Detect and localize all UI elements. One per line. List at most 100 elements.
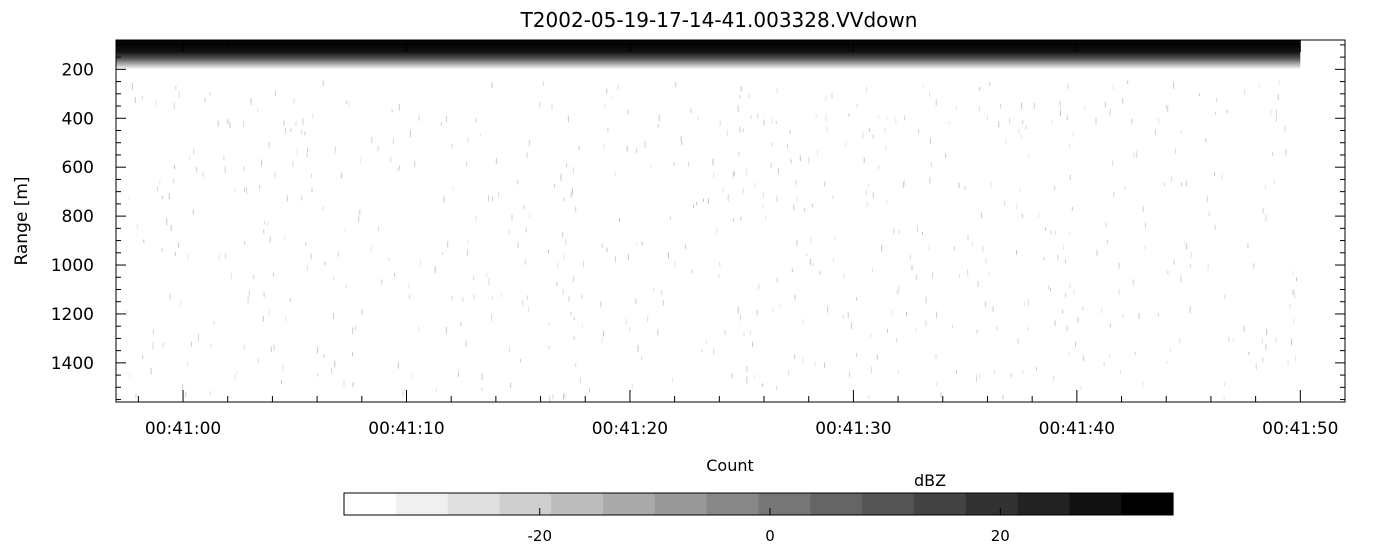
speckle <box>1221 174 1223 180</box>
speckle <box>1272 152 1273 156</box>
speckle <box>581 324 583 328</box>
x-axis-label: Count <box>706 456 754 475</box>
speckle <box>250 98 252 105</box>
speckle <box>1184 241 1186 245</box>
speckle <box>746 168 748 176</box>
speckle <box>174 251 176 257</box>
speckle <box>451 143 453 149</box>
speckle <box>322 206 324 211</box>
y-tick-label: 1200 <box>51 305 94 325</box>
speckle <box>1118 289 1120 295</box>
speckle <box>990 181 992 189</box>
speckle <box>724 329 726 336</box>
speckle <box>1021 102 1023 109</box>
speckle <box>1206 195 1208 203</box>
speckle <box>866 86 868 93</box>
speckle <box>635 147 637 154</box>
speckle <box>526 151 528 159</box>
speckle <box>915 328 917 333</box>
speckle <box>898 230 900 234</box>
speckle <box>989 82 991 87</box>
speckle <box>305 242 307 246</box>
speckle <box>863 157 865 164</box>
speckle <box>581 294 583 299</box>
speckle <box>274 91 276 96</box>
speckle <box>583 260 585 267</box>
speckle <box>210 344 212 348</box>
speckle <box>1205 138 1207 143</box>
speckle <box>958 182 960 189</box>
speckle <box>713 348 715 355</box>
speckle <box>344 228 346 233</box>
speckle <box>162 342 164 348</box>
speckle <box>562 288 564 295</box>
speckle <box>345 284 347 289</box>
speckle-layer <box>126 80 1297 402</box>
speckle <box>825 114 827 121</box>
speckle <box>370 245 372 252</box>
speckle <box>851 322 852 330</box>
speckle <box>1069 174 1071 180</box>
speckle <box>911 264 913 270</box>
speckle <box>283 120 285 127</box>
speckle <box>796 243 798 247</box>
speckle <box>262 316 264 322</box>
speckle <box>1016 250 1017 255</box>
speckle <box>169 293 171 301</box>
speckle <box>467 240 469 245</box>
speckle <box>418 326 420 331</box>
speckle <box>284 235 286 240</box>
speckle <box>269 236 271 243</box>
speckle <box>1277 94 1279 100</box>
speckle <box>737 306 739 314</box>
speckle <box>904 115 906 121</box>
speckle <box>681 141 683 145</box>
speckle <box>955 106 957 111</box>
speckle <box>570 312 572 316</box>
speckle <box>789 129 791 134</box>
speckle <box>1262 357 1264 363</box>
speckle <box>891 310 893 316</box>
speckle <box>1080 385 1082 391</box>
speckle <box>812 263 814 267</box>
speckle <box>1101 307 1103 314</box>
speckle <box>418 115 420 121</box>
speckle <box>1036 366 1037 371</box>
speckle <box>491 314 492 321</box>
speckle <box>776 195 778 203</box>
speckle <box>1122 97 1124 105</box>
speckle <box>281 379 282 385</box>
speckle <box>1295 355 1297 362</box>
speckle <box>601 338 603 343</box>
speckle <box>982 245 984 252</box>
speckle <box>178 91 180 98</box>
speckle <box>1253 263 1255 269</box>
speckle <box>257 358 259 363</box>
speckle <box>442 251 444 255</box>
speckle <box>440 122 442 126</box>
speckle <box>671 378 673 383</box>
speckle <box>824 362 826 368</box>
speckle <box>492 296 493 300</box>
colorbar-cell <box>447 493 501 515</box>
speckle <box>355 325 357 331</box>
speckle <box>740 216 742 221</box>
speckle <box>1124 186 1126 190</box>
speckle <box>244 241 246 245</box>
colorbar-cell <box>395 493 449 515</box>
speckle <box>173 178 175 184</box>
speckle <box>234 188 236 192</box>
speckle <box>984 300 986 308</box>
speckle <box>1265 343 1267 351</box>
speckle <box>572 188 573 195</box>
speckle <box>763 119 765 126</box>
speckle <box>268 141 270 148</box>
colorbar-cell <box>810 493 863 515</box>
speckle <box>827 306 829 313</box>
speckle <box>1053 375 1055 381</box>
speckle <box>1067 83 1069 89</box>
speckle <box>1051 119 1053 125</box>
speckle <box>886 117 888 121</box>
speckle <box>481 373 483 380</box>
speckle <box>600 301 602 308</box>
